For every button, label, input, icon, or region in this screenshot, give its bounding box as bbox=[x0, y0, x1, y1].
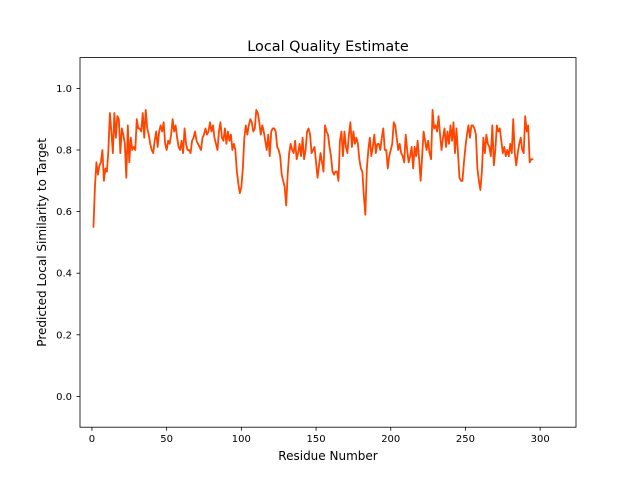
x-axis-label: Residue Number bbox=[278, 449, 377, 463]
data-layer bbox=[92, 109, 534, 228]
x-tick-label: 200 bbox=[381, 434, 400, 445]
y-axis: 0.0 0.2 0.4 0.6 0.8 1.0 bbox=[56, 84, 80, 403]
x-axis: 0 50 100 150 200 250 300 bbox=[89, 427, 550, 445]
y-tick-label: 0.8 bbox=[56, 146, 72, 157]
y-axis-label: Predicted Local Similarity to Target bbox=[35, 138, 49, 347]
series-line bbox=[92, 109, 534, 228]
x-tick-label: 300 bbox=[531, 434, 550, 445]
y-tick-label: 0.4 bbox=[56, 269, 72, 280]
y-tick-label: 0.2 bbox=[56, 330, 72, 341]
y-tick-label: 0.0 bbox=[56, 392, 72, 403]
x-tick-label: 250 bbox=[456, 434, 475, 445]
y-tick-label: 1.0 bbox=[56, 84, 72, 95]
x-tick-label: 50 bbox=[160, 434, 173, 445]
x-tick-label: 0 bbox=[89, 434, 95, 445]
x-tick-label: 150 bbox=[307, 434, 326, 445]
axes-frame bbox=[79, 57, 577, 428]
chart-title: Local Quality Estimate bbox=[247, 39, 409, 55]
x-tick-label: 100 bbox=[232, 434, 251, 445]
y-tick-label: 0.6 bbox=[56, 207, 72, 218]
